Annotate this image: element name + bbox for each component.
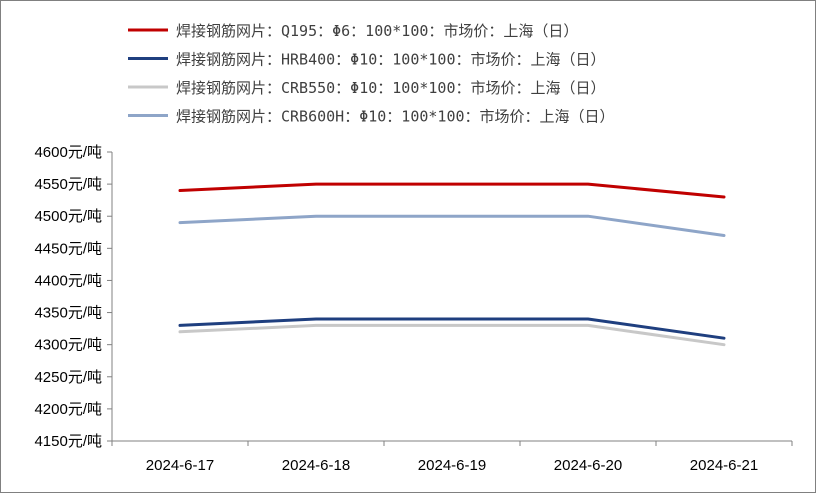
x-tick-label: 2024-6-21 bbox=[690, 457, 758, 474]
series-line-2 bbox=[178, 317, 726, 340]
y-tick-label: 4350元/吨 bbox=[34, 305, 102, 322]
y-tick-label: 4450元/吨 bbox=[34, 240, 102, 257]
y-tick-label: 4150元/吨 bbox=[34, 433, 102, 450]
y-tick-label: 4300元/吨 bbox=[34, 337, 102, 354]
series-line-1 bbox=[178, 182, 726, 199]
x-tick-label: 2024-6-18 bbox=[282, 457, 350, 474]
x-tick-label: 2024-6-17 bbox=[146, 457, 214, 474]
axes: 4150元/吨 4200元/吨 4250元/吨 4300元/吨 4350元/吨 4400元… bbox=[34, 144, 793, 474]
legend-label-2: 焊接钢筋网片：HRB400：Φ10：100*100：市场价：上海（日） bbox=[176, 51, 606, 69]
y-tick-label: 4500元/吨 bbox=[34, 208, 102, 225]
x-tick-label: 2024-6-19 bbox=[418, 457, 486, 474]
legend: 焊接钢筋网片：Q195：Φ6：100*100：市场价：上海（日） 焊接钢筋网片：H… bbox=[128, 22, 615, 126]
legend-label-4: 焊接钢筋网片：CRB600H：Φ10：100*100：市场价：上海（日） bbox=[176, 108, 615, 126]
y-tick-label: 4600元/吨 bbox=[34, 144, 102, 161]
series-lines bbox=[178, 182, 726, 347]
y-tick-label: 4250元/吨 bbox=[34, 369, 102, 386]
series-line-3 bbox=[178, 323, 726, 347]
legend-label-1: 焊接钢筋网片：Q195：Φ6：100*100：市场价：上海（日） bbox=[176, 22, 578, 40]
y-tick-label: 4200元/吨 bbox=[34, 401, 102, 418]
x-tick-label: 2024-6-20 bbox=[554, 457, 622, 474]
y-tick-label: 4400元/吨 bbox=[34, 272, 102, 289]
legend-label-3: 焊接钢筋网片：CRB550：Φ10：100*100：市场价：上海（日） bbox=[176, 79, 606, 97]
y-tick-label: 4550元/吨 bbox=[34, 176, 102, 193]
series-line-4 bbox=[178, 214, 726, 237]
